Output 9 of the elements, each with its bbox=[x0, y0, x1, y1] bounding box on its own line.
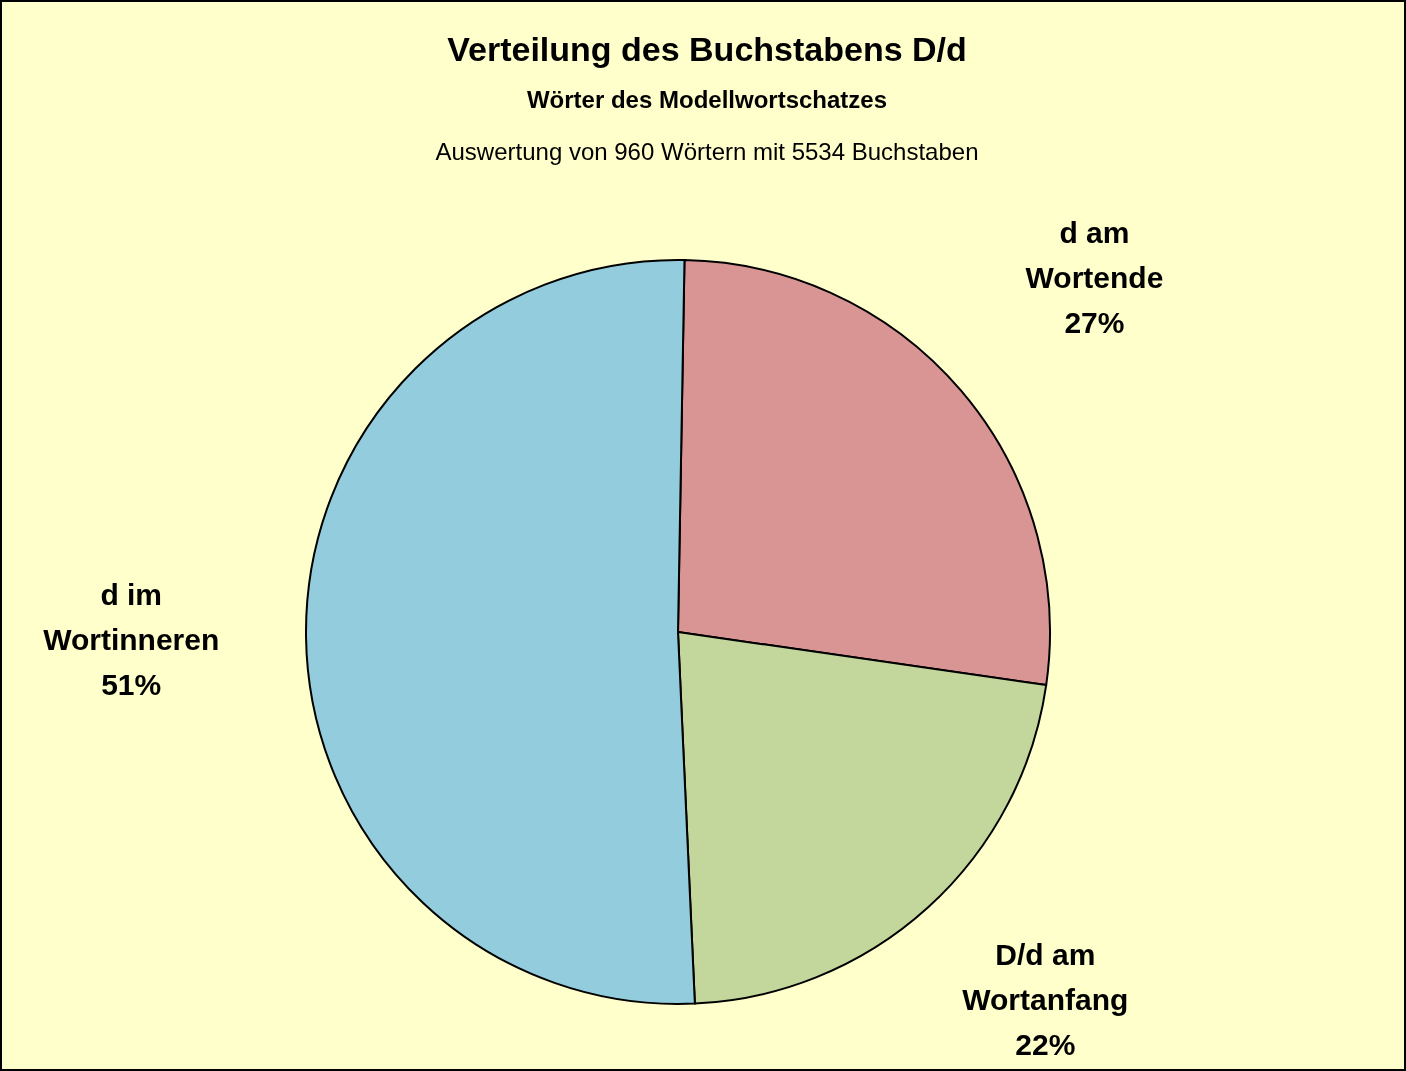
slice-label: d am Wortende bbox=[1025, 216, 1164, 295]
data-label: 51% bbox=[101, 668, 162, 702]
data-label: 22% bbox=[1015, 1027, 1076, 1061]
slice-label: d im Wortinneren bbox=[43, 578, 220, 657]
data-label: 27% bbox=[1064, 306, 1125, 340]
slice-label: D/d am Wortanfang bbox=[962, 937, 1129, 1016]
chart-title: Verteilung des Buchstabens D/d bbox=[447, 30, 967, 68]
chart-subtitle: Wörter des Modellwortschatzes bbox=[526, 86, 888, 113]
text: Auswertung von 960 Wörtern mit 5534 Buchstaben bbox=[435, 138, 979, 165]
